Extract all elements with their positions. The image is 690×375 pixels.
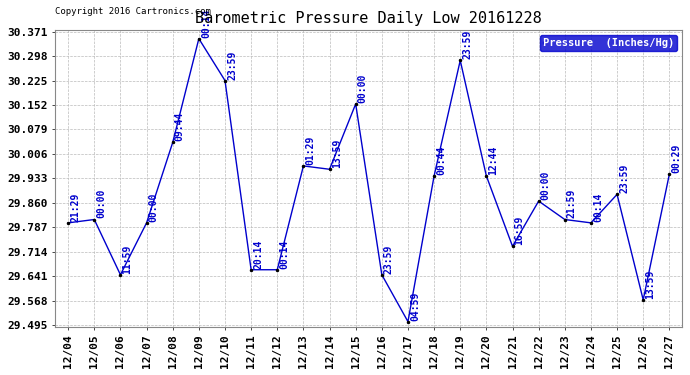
Text: Copyright 2016 Cartronics.com: Copyright 2016 Cartronics.com — [55, 6, 211, 15]
Text: 00:00: 00:00 — [541, 171, 551, 200]
Text: 23:59: 23:59 — [384, 244, 394, 274]
Text: 23:59: 23:59 — [619, 164, 629, 194]
Text: 00:00: 00:00 — [358, 74, 368, 103]
Text: 23:59: 23:59 — [227, 50, 237, 80]
Text: 16:59: 16:59 — [515, 216, 524, 245]
Text: 23:59: 23:59 — [462, 30, 473, 59]
Text: 13:59: 13:59 — [332, 139, 342, 168]
Text: 04:59: 04:59 — [410, 291, 420, 321]
Text: 00:44: 00:44 — [436, 146, 446, 175]
Text: 12:44: 12:44 — [489, 146, 498, 175]
Text: 00:00: 00:00 — [97, 189, 106, 219]
Text: 11:59: 11:59 — [123, 244, 132, 274]
Text: 21:59: 21:59 — [567, 189, 577, 219]
Text: 20:14: 20:14 — [253, 239, 263, 269]
Text: 00:14: 00:14 — [593, 192, 603, 222]
Legend: Pressure  (Inches/Hg): Pressure (Inches/Hg) — [540, 35, 677, 51]
Text: 13:59: 13:59 — [645, 270, 656, 299]
Text: 00:14: 00:14 — [279, 239, 289, 269]
Text: 00:00: 00:00 — [148, 192, 159, 222]
Text: 09:44: 09:44 — [175, 112, 185, 141]
Title: Barometric Pressure Daily Low 20161228: Barometric Pressure Daily Low 20161228 — [195, 11, 542, 26]
Text: 21:29: 21:29 — [70, 192, 80, 222]
Text: 01:29: 01:29 — [306, 135, 315, 165]
Text: 00:14: 00:14 — [201, 8, 211, 38]
Text: 00:29: 00:29 — [671, 144, 682, 173]
